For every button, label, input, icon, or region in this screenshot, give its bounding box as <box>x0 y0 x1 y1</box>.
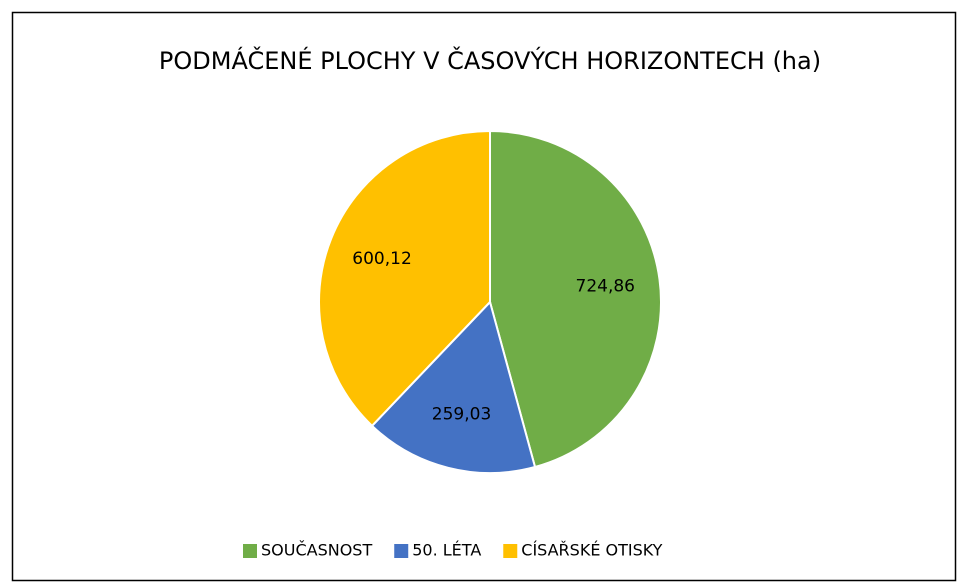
pie-slice <box>489 129 662 469</box>
data-label: 259,03 <box>432 405 491 425</box>
legend-label: CÍSAŘSKÉ OTISKY <box>521 541 662 560</box>
pie-slice <box>370 300 537 474</box>
pie-slice <box>318 129 491 428</box>
legend-label: SOUČASNOST <box>261 541 372 560</box>
legend-label: 50. LÉTA <box>412 541 481 560</box>
data-label: 600,12 <box>352 249 411 269</box>
legend-swatch <box>394 544 409 558</box>
legend-swatch <box>243 544 257 558</box>
chart-title: PODMÁČENÉ PLOCHY V ČASOVÝCH HORIZONTECH … <box>159 45 821 75</box>
data-label: 724,86 <box>576 277 635 297</box>
legend-swatch <box>503 544 518 558</box>
